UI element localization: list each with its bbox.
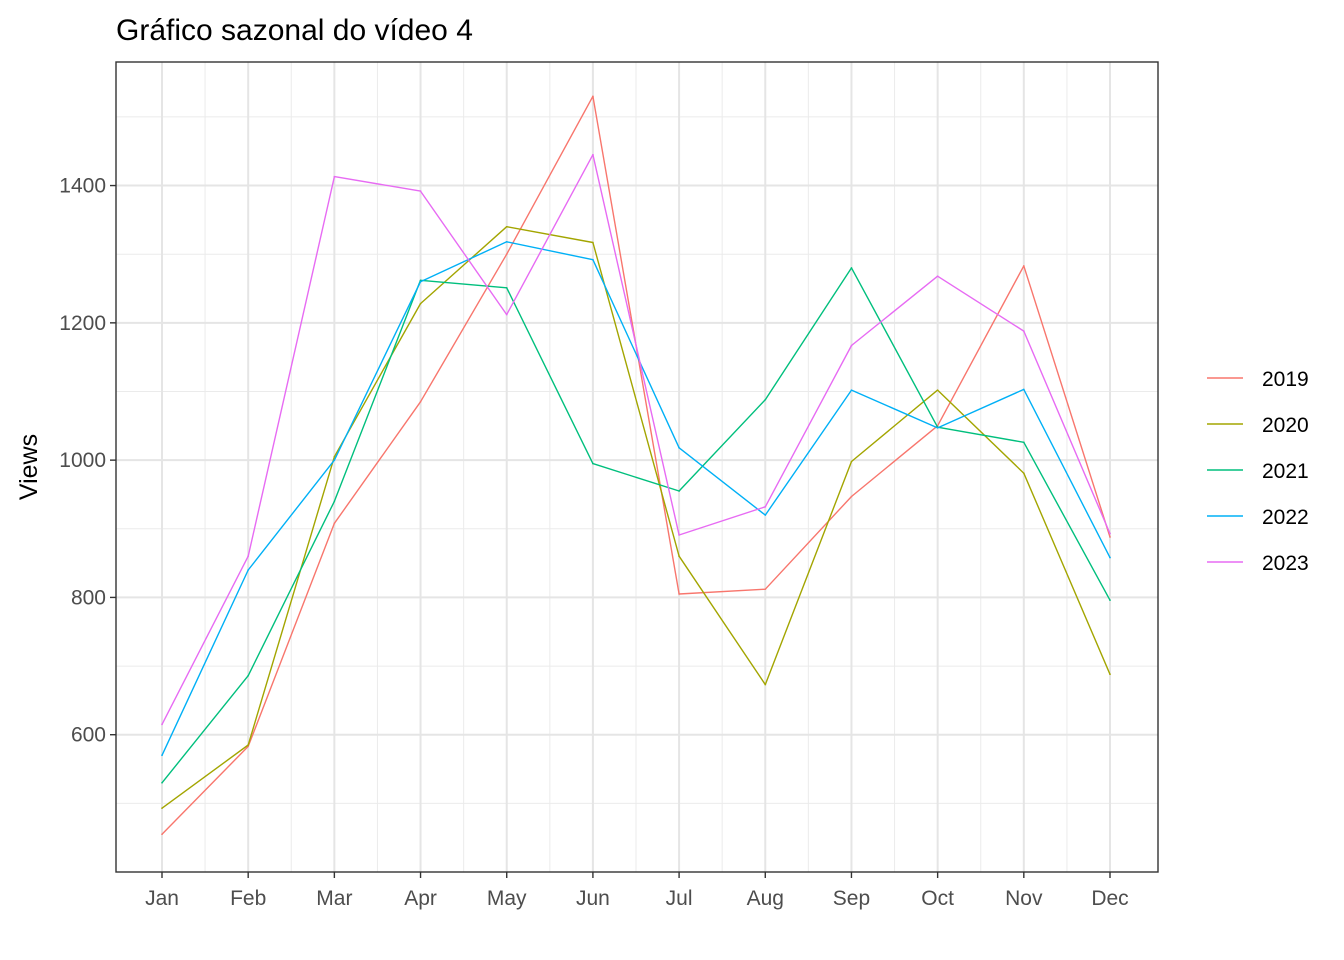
data-point-2023-May	[505, 313, 508, 316]
data-point-2021-May	[505, 287, 508, 289]
data-point-2021-Apr	[419, 279, 422, 282]
data-point-2022-Apr	[419, 280, 422, 283]
x-tick-label: Jun	[576, 887, 610, 910]
data-point-2022-May	[505, 241, 508, 243]
x-tick-label: Oct	[921, 887, 954, 910]
data-point-2019-Apr	[419, 400, 422, 403]
legend-label-2022: 2022	[1262, 506, 1309, 529]
data-point-2021-Sep	[850, 267, 853, 269]
data-point-2019-Mar	[333, 522, 336, 525]
data-point-2020-Aug	[764, 683, 767, 686]
data-point-2023-Feb	[247, 555, 249, 558]
data-point-2020-Apr	[419, 302, 422, 305]
legend-label-2023: 2023	[1262, 552, 1309, 575]
y-tick-label: 1000	[59, 449, 106, 472]
x-tick-label: Mar	[316, 887, 352, 910]
y-tick-label: 600	[71, 724, 106, 747]
data-point-2020-Mar	[333, 455, 336, 458]
data-point-2021-Nov	[1023, 441, 1025, 444]
x-tick-label: Apr	[404, 887, 437, 910]
data-point-2019-Jan	[161, 833, 163, 836]
data-point-2021-Dec	[1109, 599, 1111, 601]
data-point-2022-Dec	[1109, 556, 1111, 559]
data-point-2022-Jan	[161, 754, 163, 757]
data-point-2019-May	[505, 253, 508, 256]
data-point-2022-Sep	[850, 389, 853, 391]
data-point-2020-Jan	[161, 807, 163, 809]
data-point-2020-Sep	[850, 460, 853, 463]
data-point-2021-Jun	[592, 462, 594, 465]
data-point-2020-May	[505, 225, 508, 228]
data-point-2020-Nov	[1023, 472, 1025, 474]
data-point-2023-Apr	[419, 190, 422, 192]
y-tick-label: 1200	[59, 312, 106, 335]
y-tick-label: 1400	[59, 175, 106, 198]
data-point-2021-Jul	[678, 490, 680, 492]
data-point-2021-Feb	[247, 674, 249, 677]
x-tick-label: Jul	[666, 887, 693, 910]
data-point-2021-Mar	[333, 500, 336, 503]
data-point-2022-Nov	[1023, 388, 1025, 391]
legend-label-2021: 2021	[1262, 460, 1309, 483]
x-tick-label: May	[487, 887, 527, 910]
legend-label-2020: 2020	[1262, 414, 1309, 437]
series-line-2022	[161, 241, 1111, 756]
data-point-2023-Nov	[1023, 330, 1025, 332]
y-axis-title: Views	[15, 434, 43, 500]
x-tick-label: Aug	[747, 887, 784, 910]
data-point-2022-Jul	[678, 446, 680, 449]
data-point-2023-Aug	[764, 506, 767, 508]
y-tick-label: 800	[71, 586, 106, 609]
data-point-2023-Dec	[1109, 532, 1111, 535]
data-point-2022-Aug	[764, 514, 767, 516]
data-point-2020-Feb	[247, 744, 249, 746]
data-point-2019-Aug	[764, 588, 767, 590]
data-point-2022-Feb	[247, 569, 249, 571]
x-tick-label: Feb	[230, 887, 266, 910]
data-point-2022-Mar	[333, 459, 336, 461]
data-point-2020-Jul	[678, 555, 680, 558]
data-point-2021-Jan	[161, 781, 163, 784]
data-point-2020-Jun	[592, 241, 594, 244]
data-point-2022-Jun	[592, 258, 594, 261]
data-point-2022-Oct	[936, 427, 939, 429]
data-point-2023-Sep	[850, 344, 853, 347]
data-point-2020-Oct	[936, 389, 939, 391]
panel-border	[115, 61, 1159, 873]
series-line-2023	[161, 153, 1111, 725]
series-line-2020	[161, 225, 1111, 809]
x-tick-label: Sep	[833, 887, 870, 910]
data-point-2023-Jan	[161, 723, 163, 726]
legend-label-2019: 2019	[1262, 368, 1309, 391]
data-point-2019-Sep	[850, 495, 853, 498]
data-point-2021-Aug	[764, 398, 767, 401]
data-point-2023-Oct	[936, 275, 939, 277]
data-point-2019-Dec	[1109, 536, 1111, 538]
chart-title: Gráfico sazonal do vídeo 4	[116, 14, 473, 47]
data-point-2023-Mar	[333, 175, 336, 178]
data-point-2023-Jul	[678, 534, 680, 536]
data-point-2020-Dec	[1109, 673, 1111, 676]
legend: 2019 2020 2021 2022 2023	[1207, 368, 1309, 575]
series-line-2021	[161, 267, 1111, 784]
data-point-2019-Nov	[1023, 265, 1025, 267]
data-point-2019-Jun	[592, 95, 594, 98]
data-point-2023-Jun	[592, 153, 594, 156]
x-tick-label: Jan	[145, 887, 179, 910]
plot-area: 600 800 1000 1200 1400 Jan Feb Mar Apr May Jun Jul A…	[59, 61, 1159, 910]
x-tick-label: Dec	[1091, 887, 1128, 910]
data-point-2019-Jul	[678, 593, 680, 595]
x-tick-label: Nov	[1005, 887, 1043, 910]
